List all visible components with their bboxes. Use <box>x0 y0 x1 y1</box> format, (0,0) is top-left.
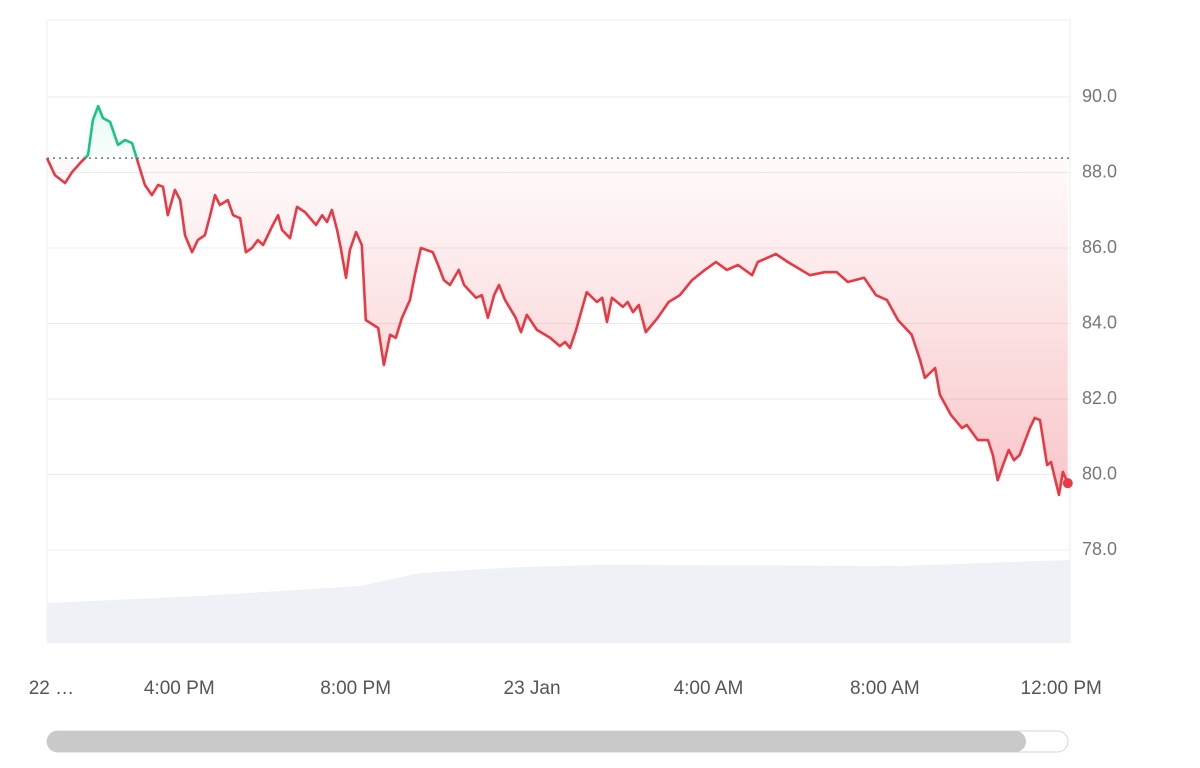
x-tick-label: 23 Jan <box>504 678 561 699</box>
y-tick-label: 80.0 <box>1082 463 1117 483</box>
x-tick-label: 8:00 PM <box>320 678 391 699</box>
x-tick-label: 22 … <box>29 678 74 699</box>
area-fill-down <box>47 158 1068 495</box>
last-point <box>1062 478 1073 489</box>
y-tick-label: 88.0 <box>1082 161 1117 181</box>
price-line <box>45 104 1069 497</box>
y-tick-label: 82.0 <box>1082 388 1117 408</box>
area-fill-up <box>84 106 137 159</box>
y-tick-label: 90.0 <box>1082 86 1117 106</box>
scrollbar-thumb[interactable] <box>47 731 1026 752</box>
x-tick-label: 4:00 AM <box>674 678 744 699</box>
plot: 78.0 80.0 82.0 84.0 86.0 88.0 90.0 22 … 4:00 PM 8… <box>29 86 1117 699</box>
y-tick-label: 84.0 <box>1082 312 1117 332</box>
x-tick-label: 12:00 PM <box>1021 678 1102 699</box>
y-tick-label: 78.0 <box>1082 539 1117 559</box>
x-tick-label: 8:00 AM <box>850 678 920 699</box>
x-tick-label: 4:00 PM <box>144 678 215 699</box>
y-tick-label: 86.0 <box>1082 237 1117 257</box>
volume-area <box>47 560 1070 643</box>
